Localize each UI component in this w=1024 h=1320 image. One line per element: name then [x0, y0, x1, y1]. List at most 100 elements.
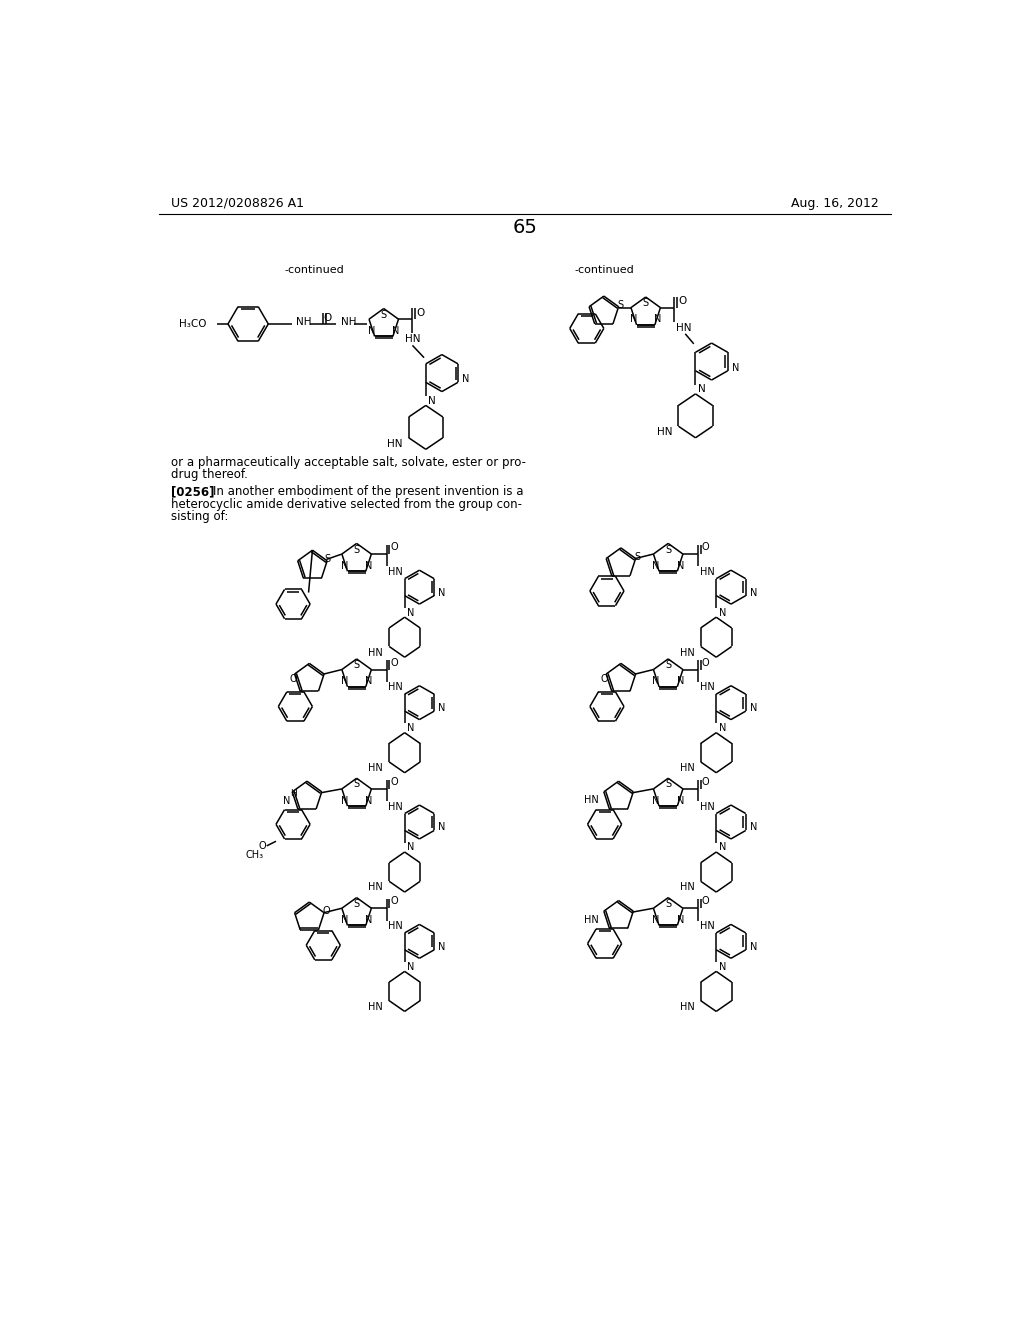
Text: N: N	[750, 587, 757, 598]
Text: N: N	[719, 842, 726, 853]
Text: Aug. 16, 2012: Aug. 16, 2012	[792, 197, 879, 210]
Text: HN: HN	[388, 566, 403, 577]
Text: -continued: -continued	[284, 265, 344, 275]
Text: N: N	[652, 561, 659, 570]
Text: N: N	[630, 314, 637, 325]
Text: N: N	[750, 704, 757, 713]
Text: NH: NH	[296, 317, 311, 327]
Text: N: N	[407, 962, 415, 972]
Text: S: S	[634, 552, 640, 562]
Text: N: N	[366, 561, 373, 570]
Text: S: S	[353, 779, 359, 789]
Text: N: N	[284, 796, 291, 807]
Text: sisting of:: sisting of:	[171, 510, 228, 523]
Text: N: N	[438, 822, 445, 833]
Text: HN: HN	[700, 921, 715, 931]
Text: O: O	[390, 657, 397, 668]
Text: N: N	[652, 915, 659, 925]
Text: N: N	[677, 915, 684, 925]
Text: S: S	[666, 899, 672, 908]
Text: HN: HN	[369, 763, 383, 774]
Text: HN: HN	[585, 915, 599, 925]
Text: US 2012/0208826 A1: US 2012/0208826 A1	[171, 197, 304, 210]
Text: N: N	[677, 676, 684, 686]
Text: O: O	[701, 543, 710, 552]
Text: HN: HN	[680, 1002, 694, 1012]
Text: N: N	[341, 676, 348, 686]
Text: H₃CO: H₃CO	[179, 319, 206, 329]
Text: O: O	[289, 673, 297, 684]
Text: or a pharmaceutically acceptable salt, solvate, ester or pro-: or a pharmaceutically acceptable salt, s…	[171, 455, 525, 469]
Text: O: O	[701, 657, 710, 668]
Text: S: S	[353, 899, 359, 908]
Text: HN: HN	[388, 921, 403, 931]
Text: N: N	[719, 607, 726, 618]
Text: S: S	[643, 298, 649, 308]
Text: O: O	[701, 896, 710, 907]
Text: N: N	[677, 561, 684, 570]
Text: S: S	[381, 310, 387, 319]
Text: HN: HN	[369, 883, 383, 892]
Text: N: N	[731, 363, 739, 372]
Text: O: O	[390, 543, 397, 552]
Text: O: O	[323, 907, 330, 916]
Text: O: O	[678, 297, 686, 306]
Text: N: N	[652, 676, 659, 686]
Text: N: N	[677, 796, 684, 805]
Text: N: N	[428, 396, 436, 405]
Text: N: N	[697, 384, 706, 395]
Text: S: S	[666, 779, 672, 789]
Text: HN: HN	[404, 334, 420, 345]
Text: S: S	[325, 554, 331, 565]
Text: N: N	[438, 704, 445, 713]
Text: HN: HN	[700, 566, 715, 577]
Text: N: N	[368, 326, 375, 337]
Text: drug thereof.: drug thereof.	[171, 469, 248, 482]
Text: HN: HN	[369, 648, 383, 657]
Text: N: N	[366, 915, 373, 925]
Text: CH₃: CH₃	[245, 850, 263, 861]
Text: N: N	[438, 941, 445, 952]
Text: O: O	[416, 308, 424, 318]
Text: O: O	[390, 896, 397, 907]
Text: N: N	[407, 723, 415, 733]
Text: N: N	[392, 326, 399, 337]
Text: O: O	[701, 777, 710, 787]
Text: N: N	[407, 842, 415, 853]
Text: [0256]: [0256]	[171, 486, 214, 499]
Text: HN: HN	[585, 796, 599, 805]
Text: N: N	[719, 723, 726, 733]
Text: N: N	[407, 607, 415, 618]
Text: HN: HN	[369, 1002, 383, 1012]
Text: N: N	[750, 941, 757, 952]
Text: O: O	[258, 841, 266, 851]
Text: N: N	[719, 962, 726, 972]
Text: O: O	[390, 777, 397, 787]
Text: S: S	[353, 545, 359, 554]
Text: S: S	[666, 660, 672, 671]
Text: S: S	[617, 301, 624, 310]
Text: HN: HN	[676, 322, 691, 333]
Text: HN: HN	[680, 648, 694, 657]
Text: H: H	[290, 789, 296, 799]
Text: N: N	[341, 915, 348, 925]
Text: HN: HN	[656, 428, 672, 437]
Text: HN: HN	[700, 682, 715, 692]
Text: N: N	[654, 314, 662, 325]
Text: O: O	[601, 673, 608, 684]
Text: HN: HN	[680, 883, 694, 892]
Text: N: N	[750, 822, 757, 833]
Text: N: N	[341, 796, 348, 805]
Text: O: O	[324, 313, 332, 323]
Text: heterocyclic amide derivative selected from the group con-: heterocyclic amide derivative selected f…	[171, 498, 521, 511]
Text: HN: HN	[680, 763, 694, 774]
Text: S: S	[353, 660, 359, 671]
Text: HN: HN	[388, 682, 403, 692]
Text: In another embodiment of the present invention is a: In another embodiment of the present inv…	[213, 486, 523, 499]
Text: HN: HN	[700, 801, 715, 812]
Text: N: N	[366, 676, 373, 686]
Text: N: N	[438, 587, 445, 598]
Text: S: S	[666, 545, 672, 554]
Text: N: N	[462, 375, 469, 384]
Text: HN: HN	[388, 801, 403, 812]
